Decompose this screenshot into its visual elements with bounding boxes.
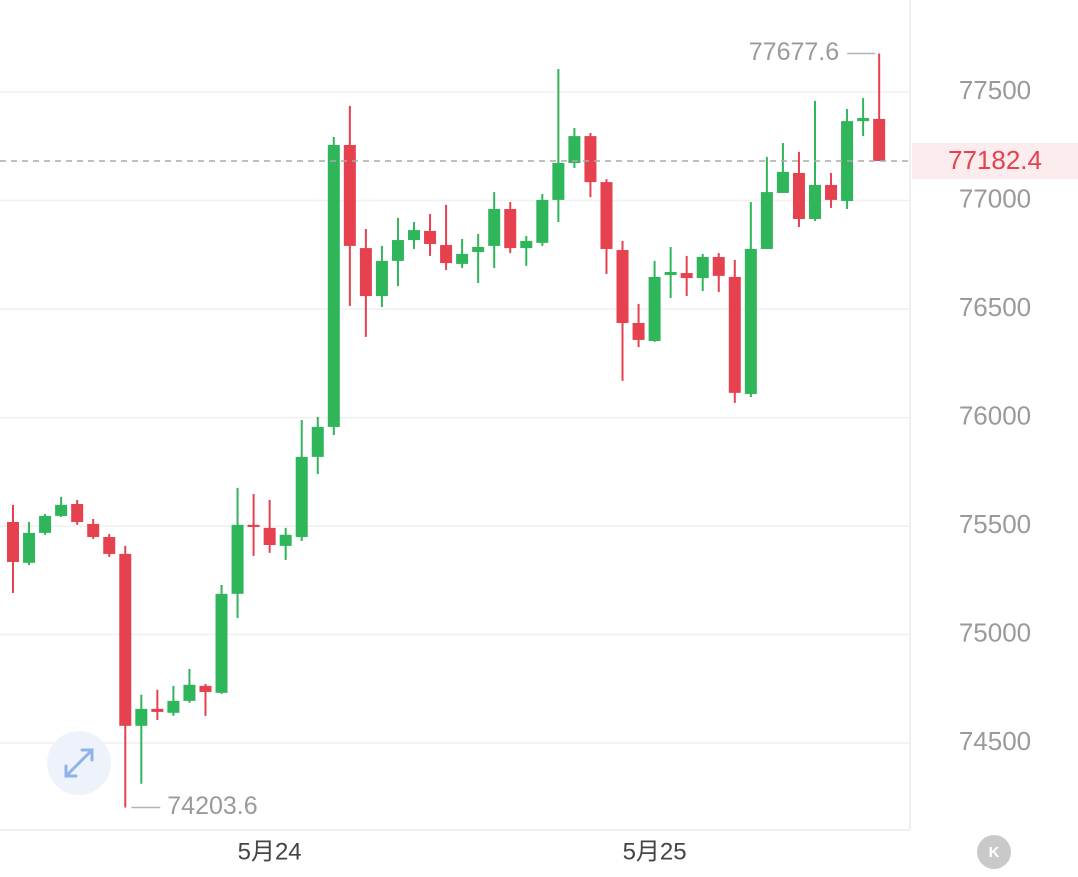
last-price-label: 77182.4 [948, 145, 1042, 175]
candle-body [408, 230, 420, 241]
candle-body [327, 144, 340, 427]
candle-body [103, 536, 116, 554]
candle-body [776, 171, 789, 193]
candle-body [680, 273, 693, 279]
candle-body [472, 247, 485, 252]
low-label: 74203.6 [167, 792, 257, 820]
candle-body [664, 271, 677, 276]
x-tick-label: 5月24 [238, 838, 302, 865]
candle-body [167, 700, 180, 713]
candle-body [744, 248, 757, 394]
candle-body [151, 708, 164, 712]
x-tick-label: 5月25 [623, 838, 687, 865]
candle-body [568, 136, 581, 164]
candle-body [584, 136, 597, 183]
candle-body [809, 184, 821, 220]
candle-body [648, 276, 661, 341]
y-tick-label: 77500 [959, 75, 1031, 105]
candle-body [616, 250, 629, 323]
candle-body [215, 593, 228, 693]
candle-body [359, 248, 372, 297]
expand-icon[interactable] [64, 748, 94, 778]
candle-body [488, 209, 501, 246]
candle-body [440, 245, 453, 264]
candle-body [391, 240, 404, 261]
candle-body [696, 256, 709, 279]
y-tick-label: 74500 [959, 726, 1031, 756]
candle-body [728, 276, 741, 393]
candle-body [23, 532, 36, 563]
candle-body [343, 144, 356, 246]
last-price-bg [912, 142, 1078, 179]
high-label: 77677.6 [749, 38, 839, 66]
candle-body [231, 524, 244, 594]
candle-body [71, 503, 84, 523]
candle-body [263, 527, 276, 546]
candle-body [536, 199, 549, 243]
candle-body [135, 708, 148, 726]
candle-body [279, 534, 292, 546]
candle-body [504, 209, 517, 249]
y-tick-label: 77000 [959, 183, 1031, 213]
candle-body [520, 240, 533, 249]
candle-body [311, 426, 324, 457]
candle-body [456, 253, 469, 264]
candle-body [119, 553, 132, 726]
candle-body [552, 163, 565, 200]
candle-body [199, 685, 212, 692]
candle-body [873, 118, 886, 161]
candle-body [825, 184, 838, 200]
y-tick-label: 75500 [959, 509, 1031, 539]
candle-body [87, 523, 100, 537]
candle-body [857, 118, 870, 122]
kline-button[interactable]: K [977, 835, 1011, 869]
candle-body [632, 322, 645, 340]
candle-body [600, 182, 613, 249]
expand-button[interactable] [47, 731, 111, 795]
y-tick-label: 76000 [959, 400, 1031, 430]
candle-body [183, 684, 196, 701]
candle-body [7, 522, 19, 562]
candle-body [247, 524, 260, 527]
y-tick-label: 76500 [959, 292, 1031, 322]
candle-body [295, 456, 308, 537]
kline-button-label[interactable]: K [989, 844, 1000, 861]
candle-body [39, 515, 52, 533]
candle-body [375, 260, 388, 297]
kline-button-bg[interactable] [977, 835, 1011, 869]
candle-body [792, 172, 805, 220]
y-tick-label: 75000 [959, 618, 1031, 648]
candle-body [760, 192, 773, 249]
candle-body [424, 230, 437, 244]
candle-body [55, 504, 68, 516]
candle-body [712, 256, 725, 276]
